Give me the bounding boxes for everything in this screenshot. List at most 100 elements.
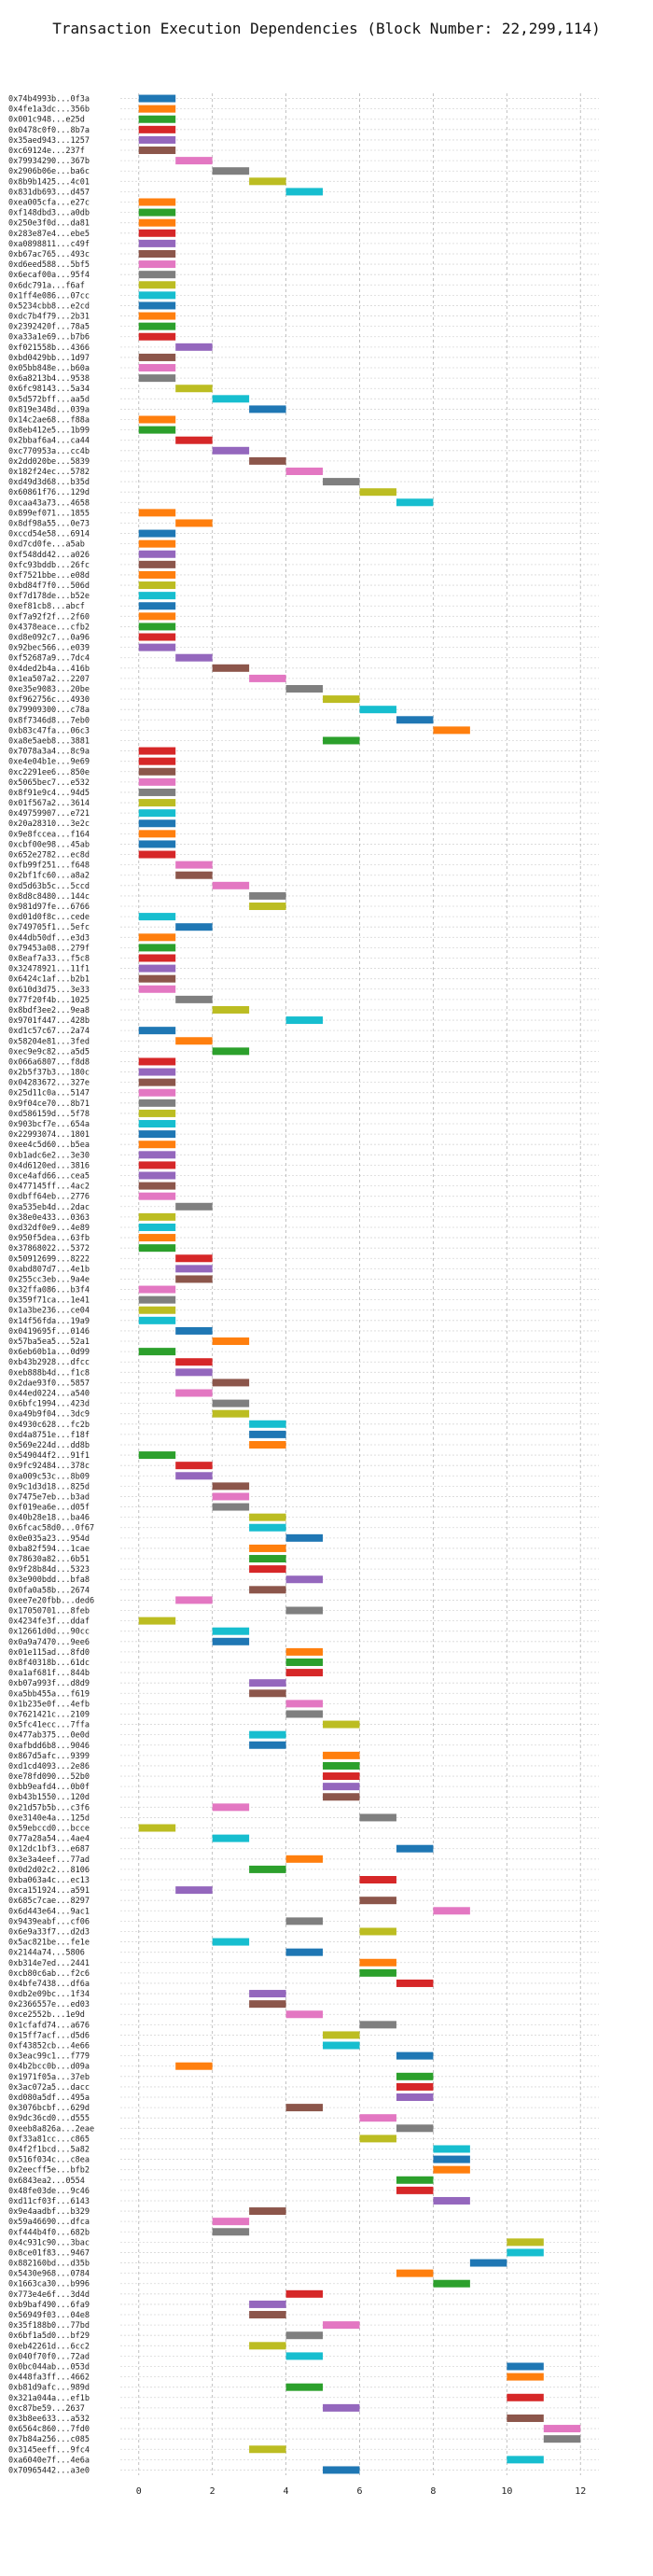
- transaction-bar: [138, 602, 176, 610]
- transaction-bar: [138, 291, 176, 300]
- transaction-bar: [175, 1202, 213, 1211]
- transaction-bar: [359, 1876, 396, 1883]
- transaction-bar: [138, 94, 176, 103]
- transaction-hash-label: 0x9439eabf...cf06: [8, 1917, 90, 1926]
- transaction-bar: [138, 1212, 176, 1221]
- transaction-hash-label: 0xdbff64eb...2776: [8, 1193, 90, 1202]
- transaction-bar: [138, 850, 176, 859]
- transaction-bar: [433, 2155, 470, 2163]
- transaction-bar: [212, 1482, 250, 1491]
- transaction-bar: [138, 830, 176, 838]
- transaction-hash-label: 0x01f567a2...3614: [8, 799, 90, 808]
- transaction-hash-label: 0xec9e9c82...a5d5: [8, 1047, 90, 1057]
- transaction-hash-label: 0x9f28b84d...5323: [8, 1565, 90, 1575]
- transaction-bar: [175, 519, 213, 527]
- transaction-hash-label: 0xd7cd0fe...a5ab: [8, 540, 85, 550]
- transaction-bar: [212, 2228, 250, 2236]
- transaction-bar: [138, 1130, 176, 1139]
- transaction-hash-label: 0xcaa43a73...4658: [8, 498, 90, 508]
- transaction-hash-label: 0x32478921...11f1: [8, 965, 90, 974]
- transaction-bar: [138, 271, 176, 279]
- transaction-bar: [249, 1689, 286, 1698]
- transaction-hash-label: 0xef81cb8...abcf: [8, 602, 85, 611]
- transaction-hash-label: 0x8d8c8480...144c: [8, 892, 90, 902]
- transaction-bar: [359, 2135, 396, 2143]
- transaction-hash-label: 0x59ebccd0...bcce: [8, 1825, 90, 1834]
- transaction-bar: [507, 2362, 544, 2371]
- transaction-bar: [138, 239, 176, 247]
- transaction-hash-label: 0x5ac821be...fe1e: [8, 1939, 90, 1948]
- transaction-bar: [138, 581, 176, 590]
- transaction-hash-label: 0x48fe03de...9c46: [8, 2187, 90, 2196]
- transaction-hash-label: 0x448fa3ff...4662: [8, 2373, 90, 2383]
- transaction-bar: [175, 385, 213, 393]
- transaction-hash-label: 0x57ba5ea5...52a1: [8, 1337, 90, 1347]
- transaction-hash-label: 0x5234cbb8...e2cd: [8, 301, 90, 311]
- transaction-hash-label: 0xbb9eafd4...0b0f: [8, 1783, 90, 1792]
- transaction-hash-label: 0x1663ca30...b996: [8, 2280, 90, 2289]
- transaction-bar: [285, 467, 324, 475]
- transaction-hash-label: 0xd1cd4093...2e86: [8, 1762, 90, 1771]
- transaction-hash-label: 0x819e348d...039a: [8, 405, 90, 414]
- transaction-hash-label: 0xabd807d7...4e1b: [8, 1265, 90, 1274]
- transaction-bar: [138, 509, 176, 517]
- transaction-bar: [175, 1596, 213, 1604]
- transaction-bar: [285, 1575, 324, 1584]
- transaction-bar: [138, 539, 176, 548]
- transaction-bar: [396, 498, 434, 507]
- transaction-hash-label: 0x903bcf7e...654a: [8, 1120, 90, 1129]
- transaction-hash-label: 0xa0898811...c49f: [8, 240, 90, 249]
- transaction-bar: [138, 322, 176, 330]
- transaction-bar: [285, 1016, 324, 1025]
- transaction-bar: [138, 1285, 176, 1294]
- transaction-hash-label: 0x5065bec7...e532: [8, 778, 90, 788]
- transaction-bar: [138, 757, 176, 765]
- transaction-hash-label: 0x9fc92484...378c: [8, 1462, 90, 1471]
- transaction-hash-label: 0xc87be59...2637: [8, 2404, 85, 2414]
- transaction-hash-label: 0x5430e968...0784: [8, 2270, 90, 2279]
- transaction-hash-label: 0x6564c860...7fd0: [8, 2425, 90, 2434]
- transaction-hash-label: 0x0bc044ab...053d: [8, 2362, 90, 2372]
- transaction-bar: [175, 1368, 213, 1377]
- transaction-bar: [175, 871, 213, 879]
- x-tick-label: 6: [356, 2486, 362, 2497]
- transaction-bar: [359, 1927, 396, 1936]
- transaction-bar: [138, 198, 176, 206]
- transaction-bar: [138, 840, 176, 848]
- transaction-bar: [285, 1710, 324, 1718]
- transaction-bar: [507, 2248, 544, 2257]
- transaction-bar: [249, 1544, 286, 1552]
- transaction-hash-label: 0x21d57b5b...c3f6: [8, 1803, 90, 1813]
- transaction-bar: [175, 1886, 213, 1895]
- x-tick-labels: 0 2 4 6 8 10 12: [136, 2486, 587, 2497]
- transaction-bar: [359, 2021, 396, 2029]
- transaction-bar: [323, 1783, 360, 1791]
- transaction-bar: [138, 415, 176, 424]
- transaction-bar: [212, 1938, 250, 1946]
- transaction-hash-label: 0x0a9a7470...9ee6: [8, 1638, 90, 1647]
- transaction-bar: [138, 281, 176, 289]
- transaction-bar: [138, 1306, 176, 1314]
- transaction-hash-label: 0x001c948...e25d: [8, 116, 85, 125]
- transaction-bar: [249, 2311, 286, 2319]
- transaction-bar: [138, 570, 176, 579]
- transaction-hash-label: 0xc2291ee6...850e: [8, 768, 90, 777]
- transaction-hash-label: 0xee7e20fbb...ded6: [8, 1596, 94, 1605]
- transaction-hash-label: 0xf548dd42...a026: [8, 551, 90, 560]
- transaction-bar: [249, 1741, 286, 1749]
- transaction-hash-label: 0x0d2d02c2...8106: [8, 1866, 90, 1875]
- transaction-bar: [138, 985, 176, 993]
- transaction-bar: [433, 1907, 470, 1915]
- transaction-hash-label: 0x37868022...5372: [8, 1244, 90, 1253]
- transaction-hash-label: 0x15ff7acf...d5d6: [8, 2031, 90, 2040]
- transaction-hash-label: 0x8f7346d8...7eb0: [8, 716, 90, 725]
- transaction-hash-label: 0xee4c5d60...b5ea: [8, 1141, 90, 1150]
- transaction-hash-label: 0x40b28e18...ba46: [8, 1514, 90, 1523]
- transaction-bar: [138, 1316, 176, 1324]
- transaction-hash-label: 0x17050701...8feb: [8, 1607, 90, 1617]
- transaction-bar: [285, 1948, 324, 1956]
- transaction-hash-label: 0x9701f447...428b: [8, 1016, 90, 1026]
- transaction-hash-label: 0x35f188b0...77bd: [8, 2321, 90, 2331]
- transaction-hash-label: 0xd586159d...5f78: [8, 1110, 90, 1119]
- transaction-hash-label: 0x9f04ce70...8b71: [8, 1099, 90, 1109]
